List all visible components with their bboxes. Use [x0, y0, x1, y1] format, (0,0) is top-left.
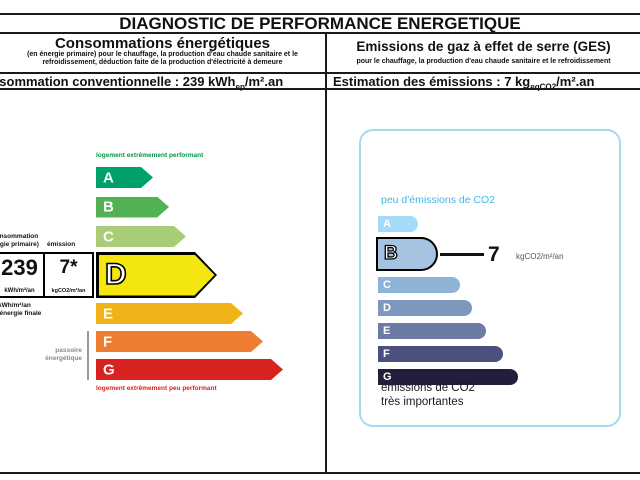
energy-class-a-letter: A: [103, 169, 114, 186]
page-title: DIAGNOSTIC DE PERFORMANCE ENERGETIQUE: [119, 14, 521, 33]
energy-class-c-letter: C: [103, 228, 114, 245]
energy-class-c-arrow: C: [96, 226, 186, 247]
ges-class-f-bar: F: [378, 346, 503, 362]
ges-best-label: peu d'émissions de CO2: [381, 194, 496, 206]
conventional-consumption-subscript: ep: [235, 83, 244, 92]
energy-sieve-bracket: [87, 331, 89, 380]
ges-class-c-letter: C: [383, 279, 391, 291]
energy-class-g-arrow: G: [96, 359, 283, 380]
energy-class-b-arrow: B: [96, 197, 169, 218]
energy-panel-subtitle-line2: refroidissement, déduction faite de la p…: [42, 59, 283, 66]
energy-class-d-arrow-current: D: [96, 252, 217, 298]
ges-class-g-letter: G: [383, 371, 392, 383]
energy-class-g-letter: G: [103, 361, 115, 378]
energy-worst-label: logement extrêmement peu performant: [96, 385, 217, 392]
ges-value-pointer-line: [440, 253, 484, 256]
ges-class-c-bar: C: [378, 277, 460, 293]
ges-value-unit: kgCO2/m²/an: [516, 252, 564, 261]
emission-value: 7*: [59, 257, 78, 278]
ges-class-d-letter: D: [383, 302, 391, 314]
value-box-header-consumption: consommation: [0, 233, 39, 240]
energy-sieve-label: passoire énergétique: [26, 347, 82, 363]
emission-value-unit: kgCO2/m²/an: [51, 288, 86, 294]
energy-class-b-letter: B: [103, 198, 114, 216]
ges-worst-label-line2: très importantes: [381, 396, 464, 408]
ges-class-e-letter: E: [383, 325, 391, 337]
energy-class-d-arrow-fill: [99, 255, 215, 296]
ges-class-b-letter: B: [383, 242, 398, 264]
ges-value: 7: [488, 243, 500, 266]
energy-best-label: logement extrêmement performant: [96, 152, 204, 159]
ges-class-b-bar-current: B: [376, 237, 438, 271]
energy-class-f-arrow: F: [96, 331, 263, 352]
emissions-estimation-text: Estimation des émissions : 7 kg: [333, 74, 531, 89]
emissions-estimation-unit: /m².an: [556, 74, 595, 89]
emissions-estimation-line: Estimation des émissions : 7 kgeqCO2/m².…: [333, 74, 594, 92]
column-divider: [325, 32, 327, 474]
energy-value-unit: kWh/m²/an: [4, 288, 35, 294]
energy-panel-title: Consommations énergétiques: [54, 35, 271, 52]
final-energy-line2: d'énergie finale: [0, 310, 42, 317]
energy-panel-subtitle-line1: (en énergie primaire) pour le chauffage,…: [27, 51, 298, 58]
emission-value-cell: 7* kgCO2/m²/an: [43, 254, 92, 296]
ges-class-f-letter: F: [383, 348, 390, 360]
value-box-header-primary-energy: (énergie primaire): [0, 241, 39, 248]
energy-class-a-arrow: A: [96, 167, 153, 188]
conventional-consumption-unit: /m².an: [244, 74, 284, 89]
ges-panel-title: Emissions de gaz à effet de serre (GES): [356, 39, 611, 54]
values-row-bottom-rule: [0, 88, 640, 90]
conventional-consumption-line: Consommation conventionnelle : 239 kWhep…: [0, 74, 283, 92]
values-row-top-rule: [0, 72, 640, 74]
energy-class-e-arrow: E: [96, 303, 243, 324]
ges-panel-subtitle: pour le chauffage, la production d'eau c…: [356, 58, 611, 65]
emissions-estimation-subscript: eqCO2: [530, 83, 556, 92]
ges-class-e-bar: E: [378, 323, 486, 339]
ges-worst-label-line1: émissions de CO2: [381, 382, 475, 394]
value-box-header-emission: émission: [47, 241, 76, 248]
conventional-consumption-text: Consommation conventionnelle : 239 kWh: [0, 74, 236, 89]
final-energy-line1: kWh/m²/an: [0, 302, 31, 309]
ges-class-g-bar: G: [378, 369, 518, 385]
energy-value: 239: [1, 255, 38, 280]
energy-class-e-letter: E: [103, 305, 114, 322]
ges-class-a-letter: A: [383, 218, 391, 230]
energy-value-box: 239 kWh/m²/an 7* kgCO2/m²/an: [0, 252, 94, 298]
page-bottom-rule: [0, 472, 640, 474]
energy-class-f-letter: F: [103, 333, 113, 350]
energy-sieve-label-line2: énergétique: [45, 355, 82, 362]
energy-value-cell: 239 kWh/m²/an: [0, 254, 43, 296]
title-top-rule: [0, 13, 640, 15]
energy-sieve-label-line1: passoire: [55, 347, 82, 354]
energy-class-d-letter: D: [105, 258, 127, 291]
ges-class-d-bar: D: [378, 300, 472, 316]
title-bottom-rule: [0, 32, 640, 34]
ges-class-a-bar: A: [378, 216, 418, 232]
